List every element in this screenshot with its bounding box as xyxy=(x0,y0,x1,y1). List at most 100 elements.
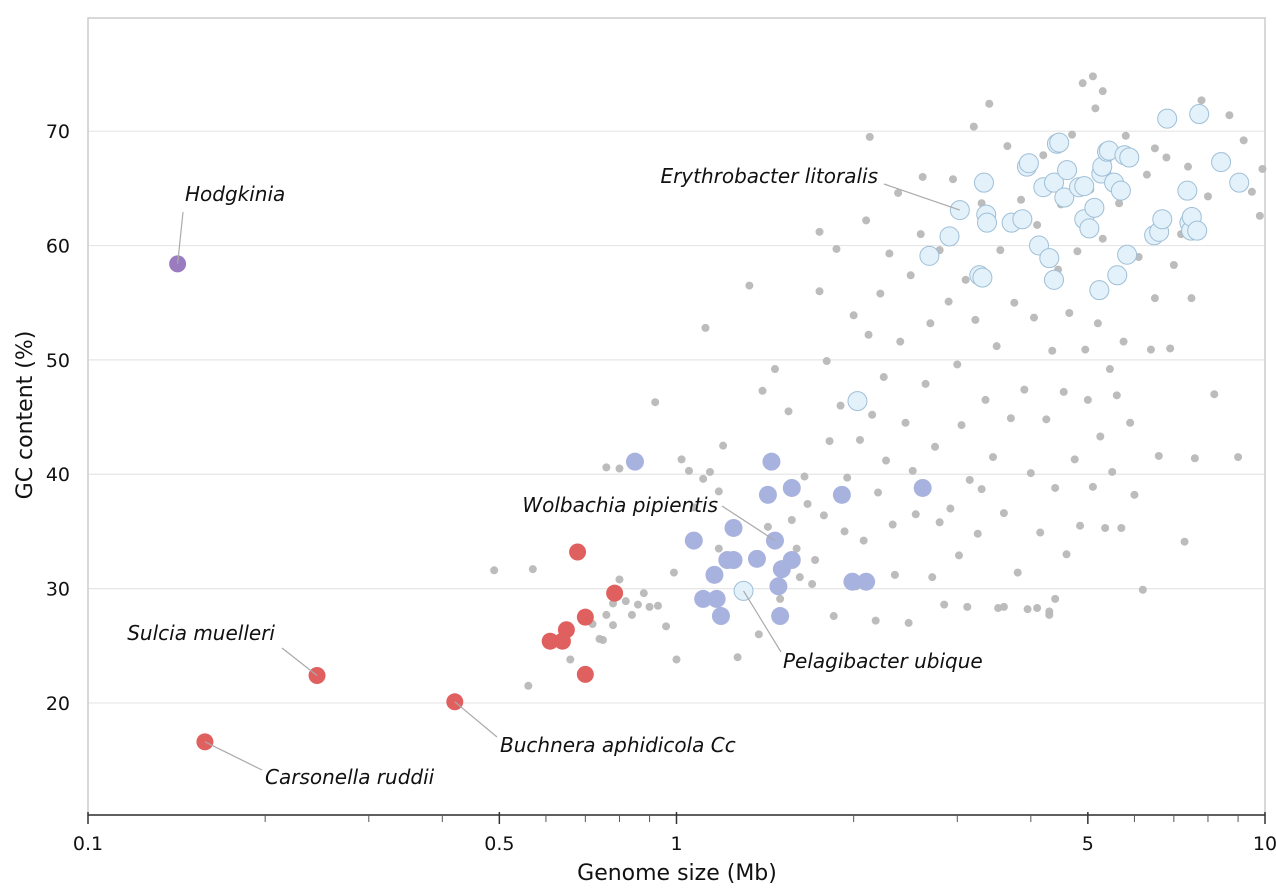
gray-point xyxy=(874,488,883,497)
gray-point xyxy=(832,244,841,253)
pale-point xyxy=(1187,220,1208,241)
gray-point xyxy=(946,504,955,513)
gray-point xyxy=(836,401,845,410)
annotation-label: Erythrobacter litoralis xyxy=(660,164,878,188)
pale-point xyxy=(1177,180,1198,201)
gray-point xyxy=(1017,195,1026,204)
grid xyxy=(88,130,1265,704)
y-tick-label: 50 xyxy=(46,350,70,372)
gray-point xyxy=(1062,550,1071,559)
gray-point xyxy=(931,442,940,451)
x-tick-label: 1 xyxy=(670,833,682,855)
annotation-label: Pelagibacter ubique xyxy=(783,649,983,673)
gray-point xyxy=(1076,521,1085,530)
gray-point xyxy=(1138,585,1147,594)
gray-point xyxy=(608,621,617,630)
gray-point xyxy=(615,575,624,584)
gray-point xyxy=(885,249,894,258)
gray-point xyxy=(1042,415,1051,424)
gray-point xyxy=(948,175,957,184)
pale-point xyxy=(1152,209,1173,230)
gray-point xyxy=(653,601,662,610)
gray-point xyxy=(1070,455,1079,464)
gray-point xyxy=(1239,136,1248,145)
gray-point xyxy=(803,499,812,508)
gray-point xyxy=(1013,568,1022,577)
gray-point xyxy=(1166,344,1175,353)
lavender-point xyxy=(843,572,862,591)
lavender-point xyxy=(832,485,851,504)
gray-point xyxy=(926,319,935,328)
gray-point xyxy=(879,373,888,382)
gray-point xyxy=(792,544,801,553)
gray-point xyxy=(1187,294,1196,303)
gray-point xyxy=(1234,453,1243,462)
gray-point xyxy=(911,510,920,519)
red-point xyxy=(576,608,594,626)
gray-point xyxy=(822,357,831,366)
lavender-point xyxy=(724,551,743,570)
gray-point xyxy=(918,172,927,181)
red-point xyxy=(576,665,594,683)
gray-point xyxy=(859,536,868,545)
leader-line xyxy=(743,590,782,653)
gray-point xyxy=(662,622,671,631)
pale-point xyxy=(1229,172,1250,193)
gray-point xyxy=(954,551,963,560)
gray-point xyxy=(996,246,1005,255)
gray-point xyxy=(989,453,998,462)
gray-point xyxy=(1121,131,1130,140)
pale-point xyxy=(1044,172,1065,193)
gray-point xyxy=(829,612,838,621)
lavender-point xyxy=(694,589,713,608)
pale-point xyxy=(1079,218,1100,239)
x-tick-label: 0.5 xyxy=(484,833,514,855)
gray-point xyxy=(1180,537,1189,546)
gray-point xyxy=(1048,346,1057,355)
gray-point xyxy=(1105,365,1114,374)
pale-point xyxy=(1211,152,1232,173)
gray-point xyxy=(1112,391,1121,400)
gray-point xyxy=(1203,192,1212,201)
x-axis-label: Genome size (Mb) xyxy=(577,861,777,886)
gray-point xyxy=(1088,72,1097,81)
pale-point xyxy=(1057,160,1078,181)
gray-point xyxy=(1059,387,1068,396)
data-points xyxy=(169,72,1267,751)
y-axis-label: GC content (%) xyxy=(13,331,38,500)
lavender-point xyxy=(747,549,766,568)
annotation-label: Wolbachia pipientis xyxy=(522,493,718,517)
gray-point xyxy=(928,573,937,582)
gray-point xyxy=(992,342,1001,351)
leader-line xyxy=(883,183,961,211)
gray-point xyxy=(868,410,877,419)
red-point xyxy=(541,632,559,650)
gray-point xyxy=(1197,96,1206,105)
gray-point xyxy=(524,681,533,690)
lavender-point xyxy=(711,607,730,626)
pale-point xyxy=(1039,248,1060,269)
gray-point xyxy=(888,520,897,529)
pale-point xyxy=(939,226,960,247)
gray-point xyxy=(621,597,630,606)
gray-point xyxy=(776,594,785,603)
plot-border xyxy=(87,17,1266,816)
red-point xyxy=(606,584,624,602)
lavender-point xyxy=(782,551,801,570)
pale-point xyxy=(1074,176,1095,197)
gray-point xyxy=(1006,414,1015,423)
gray-point xyxy=(1029,313,1038,322)
pale-point xyxy=(1119,147,1140,168)
gray-point xyxy=(758,386,767,395)
gray-point xyxy=(1073,247,1082,256)
lavender-point xyxy=(857,572,876,591)
gray-point xyxy=(684,466,693,475)
annotations: Hodgkinia Sulcia muelleri Carsonella ruddi… xyxy=(127,164,982,789)
pale-point xyxy=(1054,187,1075,208)
axes: 20 30 40 50 60 70 0.1 0.5 1 5 10 xyxy=(46,121,1276,855)
gray-point xyxy=(890,570,899,579)
gray-point xyxy=(1088,482,1097,491)
gray-point xyxy=(795,573,804,582)
gray-point xyxy=(864,330,873,339)
